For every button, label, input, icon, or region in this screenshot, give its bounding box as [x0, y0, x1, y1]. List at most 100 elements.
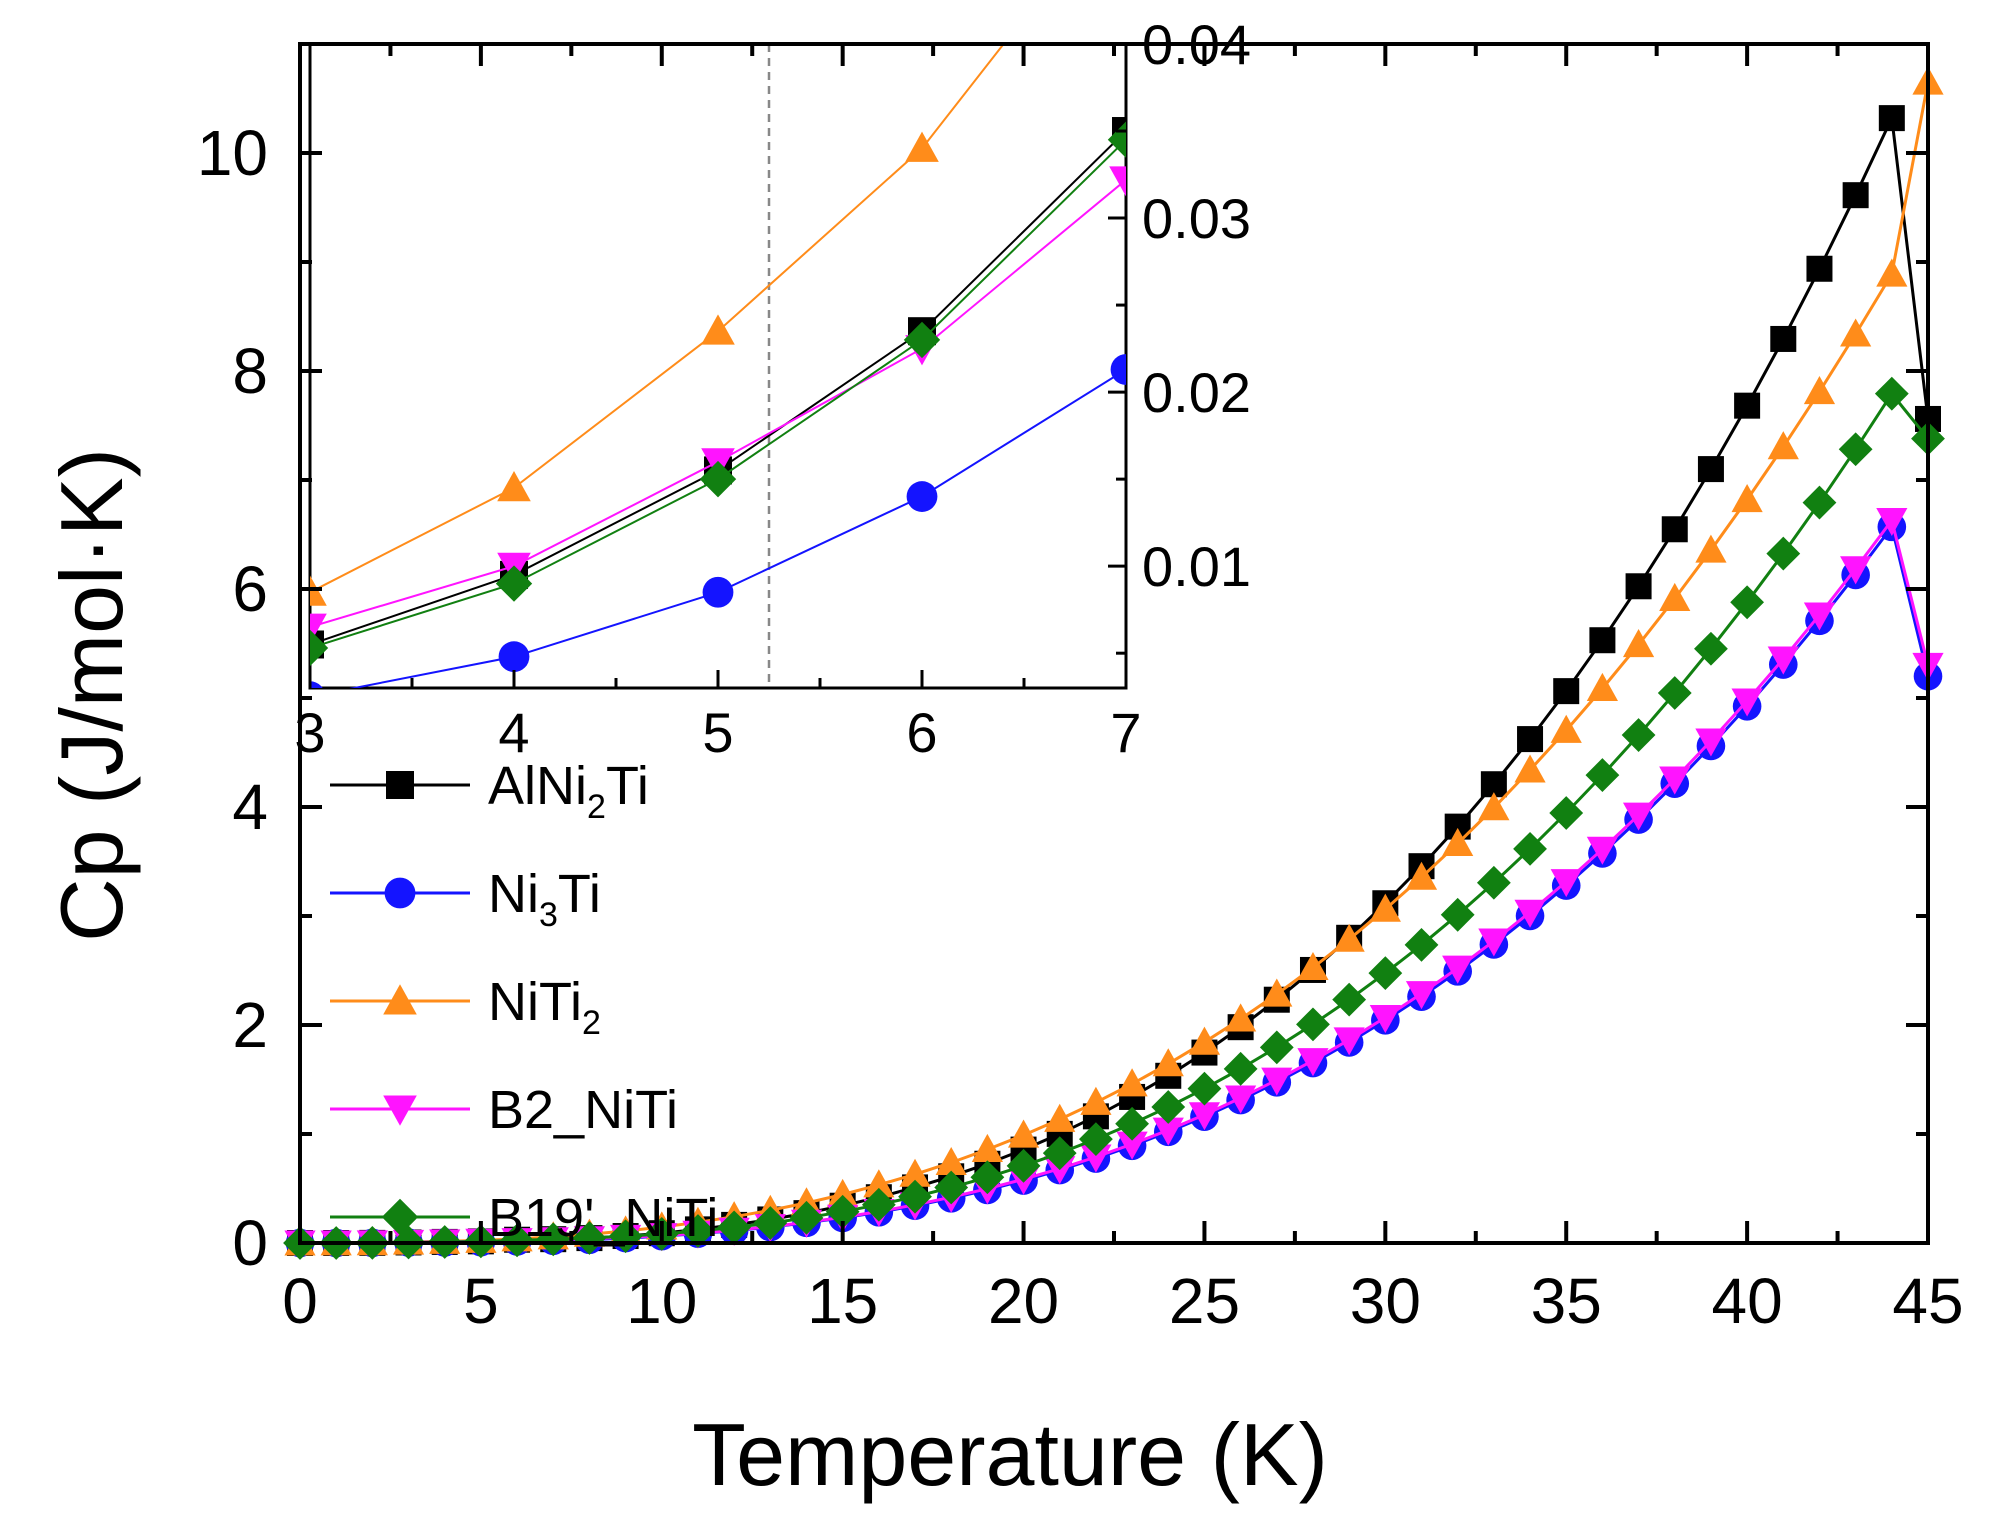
- data-point-NiTi2: [1007, 1119, 1040, 1148]
- data-point-B19_NiTi: [970, 1160, 1005, 1195]
- data-point-NiTi2: [1731, 484, 1763, 513]
- y-tick-label: 0: [232, 1207, 268, 1279]
- data-point-NiTi2: [1478, 792, 1510, 821]
- inset-series-group: [310, 44, 1126, 688]
- legend-label-B2_NiTi: B2_NiTi: [488, 1080, 678, 1140]
- data-point-AlNi2Ti: [1806, 255, 1833, 282]
- data-point-B2_NiTi: [1478, 928, 1510, 957]
- data-point-B19_NiTi: [1440, 897, 1475, 932]
- y-tick-label: 6: [232, 553, 268, 625]
- data-point-B19_NiTi: [898, 1179, 932, 1214]
- data-point-NiTi2: [1152, 1048, 1184, 1077]
- legend-label-B19_NiTi: B19'_NiTi: [488, 1188, 718, 1248]
- data-point-AlNi2Ti: [1734, 392, 1761, 419]
- x-tick-label: 35: [1531, 1265, 1602, 1337]
- inset-data-point-B19_NiTi: [699, 460, 737, 498]
- y-tick-label: 4: [232, 771, 268, 843]
- data-point-NiTi2: [899, 1158, 931, 1187]
- y-tick-label: 2: [232, 989, 268, 1061]
- data-point-NiTi2: [1767, 431, 1799, 460]
- legend-marker-AlNi2Ti: [386, 771, 414, 799]
- data-point-NiTi2: [1044, 1103, 1076, 1132]
- y-axis-title: Cp (J/mol·K): [42, 448, 141, 942]
- data-point-B2_NiTi: [1080, 1144, 1112, 1173]
- data-point-B2_NiTi: [1586, 836, 1618, 865]
- data-point-NiTi2: [1116, 1068, 1148, 1097]
- data-point-B19_NiTi: [1585, 758, 1620, 792]
- data-point-NiTi2: [1333, 923, 1365, 952]
- data-point-B19_NiTi: [1657, 676, 1692, 710]
- x-tick-label: 20: [988, 1265, 1059, 1337]
- x-tick-label: 0: [282, 1265, 318, 1337]
- data-point-B2_NiTi: [1550, 869, 1582, 898]
- data-point-AlNi2Ti: [1842, 182, 1869, 209]
- data-point-B19_NiTi: [1730, 585, 1765, 620]
- data-point-B19_NiTi: [1223, 1051, 1258, 1086]
- inset-axes: 3 4 5 6 70.010.020.030.04: [294, 13, 1251, 764]
- data-point-B19_NiTi: [1115, 1106, 1149, 1141]
- legend-label-AlNi2Ti: AlNi2Ti: [488, 756, 649, 826]
- x-tick-label: 15: [807, 1265, 878, 1337]
- data-point-B2_NiTi: [1622, 802, 1655, 831]
- data-point-NiTi2: [1514, 754, 1546, 783]
- x-axis-title: Temperature (K): [692, 1405, 1328, 1504]
- inset-y-tick-label: 0.03: [1142, 187, 1251, 250]
- data-point-NiTi2: [1369, 893, 1401, 922]
- inset-data-point-B2_NiTi: [310, 613, 327, 644]
- data-point-B19_NiTi: [934, 1170, 969, 1205]
- data-point-B19_NiTi: [1874, 376, 1909, 411]
- data-point-B2_NiTi: [1767, 646, 1799, 675]
- data-point-AlNi2Ti: [1589, 627, 1616, 654]
- data-point-B19_NiTi: [825, 1194, 860, 1229]
- data-point-B2_NiTi: [1514, 899, 1546, 928]
- data-point-B2_NiTi: [1261, 1067, 1293, 1096]
- data-point-B2_NiTi: [1803, 602, 1836, 631]
- data-point-B19_NiTi: [572, 1221, 607, 1255]
- data-point-AlNi2Ti: [1625, 573, 1652, 600]
- y-tick-label: 8: [232, 335, 268, 407]
- data-point-NiTi2: [1803, 376, 1836, 405]
- data-point-B19_NiTi: [1766, 536, 1801, 571]
- inset-x-tick-label: 4: [498, 701, 529, 764]
- data-point-B2_NiTi: [1405, 981, 1438, 1010]
- legend-marker-B19_NiTi: [381, 1198, 419, 1236]
- data-point-B2_NiTi: [1225, 1085, 1257, 1114]
- data-point-B2_NiTi: [1152, 1117, 1184, 1146]
- data-point-B19_NiTi: [861, 1187, 896, 1222]
- inset-y-tick-label: 0.01: [1142, 535, 1251, 598]
- data-point-B2_NiTi: [1333, 1027, 1365, 1056]
- data-point-NiTi2: [1261, 978, 1293, 1007]
- data-point-NiTi2: [1840, 318, 1872, 347]
- data-point-B2_NiTi: [1116, 1131, 1148, 1160]
- legend-label-NiTi2: NiTi2: [488, 972, 601, 1042]
- data-point-B19_NiTi: [1187, 1071, 1222, 1106]
- data-point-B2_NiTi: [1876, 507, 1908, 537]
- data-point-B19_NiTi: [1368, 956, 1403, 991]
- data-point-B19_NiTi: [1513, 831, 1547, 866]
- inset-data-point-Ni3Ti: [702, 576, 734, 608]
- data-point-B2_NiTi: [1659, 766, 1691, 795]
- data-point-B19_NiTi: [1006, 1148, 1041, 1183]
- x-tick-label: 10: [626, 1265, 697, 1337]
- data-point-B2_NiTi: [1442, 955, 1474, 984]
- data-point-B19_NiTi: [608, 1219, 643, 1254]
- y-tick-label: 10: [197, 117, 268, 189]
- data-point-NiTi2: [1297, 951, 1329, 981]
- data-point-NiTi2: [935, 1146, 967, 1176]
- data-point-AlNi2Ti: [1517, 726, 1544, 753]
- data-point-B2_NiTi: [1369, 1004, 1401, 1034]
- data-point-B19_NiTi: [1404, 927, 1439, 962]
- inset-data-point-NiTi2: [905, 131, 939, 162]
- data-point-B2_NiTi: [1695, 728, 1727, 757]
- data-point-AlNi2Ti: [1661, 516, 1688, 543]
- legend-marker-B2_NiTi: [383, 1095, 417, 1126]
- data-point-B19_NiTi: [1151, 1090, 1186, 1124]
- data-point-B2_NiTi: [1840, 556, 1872, 585]
- data-point-B19_NiTi: [500, 1223, 534, 1258]
- data-point-B19_NiTi: [1259, 1030, 1294, 1065]
- x-tick-label: 25: [1169, 1265, 1240, 1337]
- x-tick-label: 45: [1892, 1265, 1963, 1337]
- data-point-NiTi2: [1695, 534, 1727, 563]
- data-point-NiTi2: [1442, 827, 1474, 856]
- inset-data-point-NiTi2: [497, 471, 531, 502]
